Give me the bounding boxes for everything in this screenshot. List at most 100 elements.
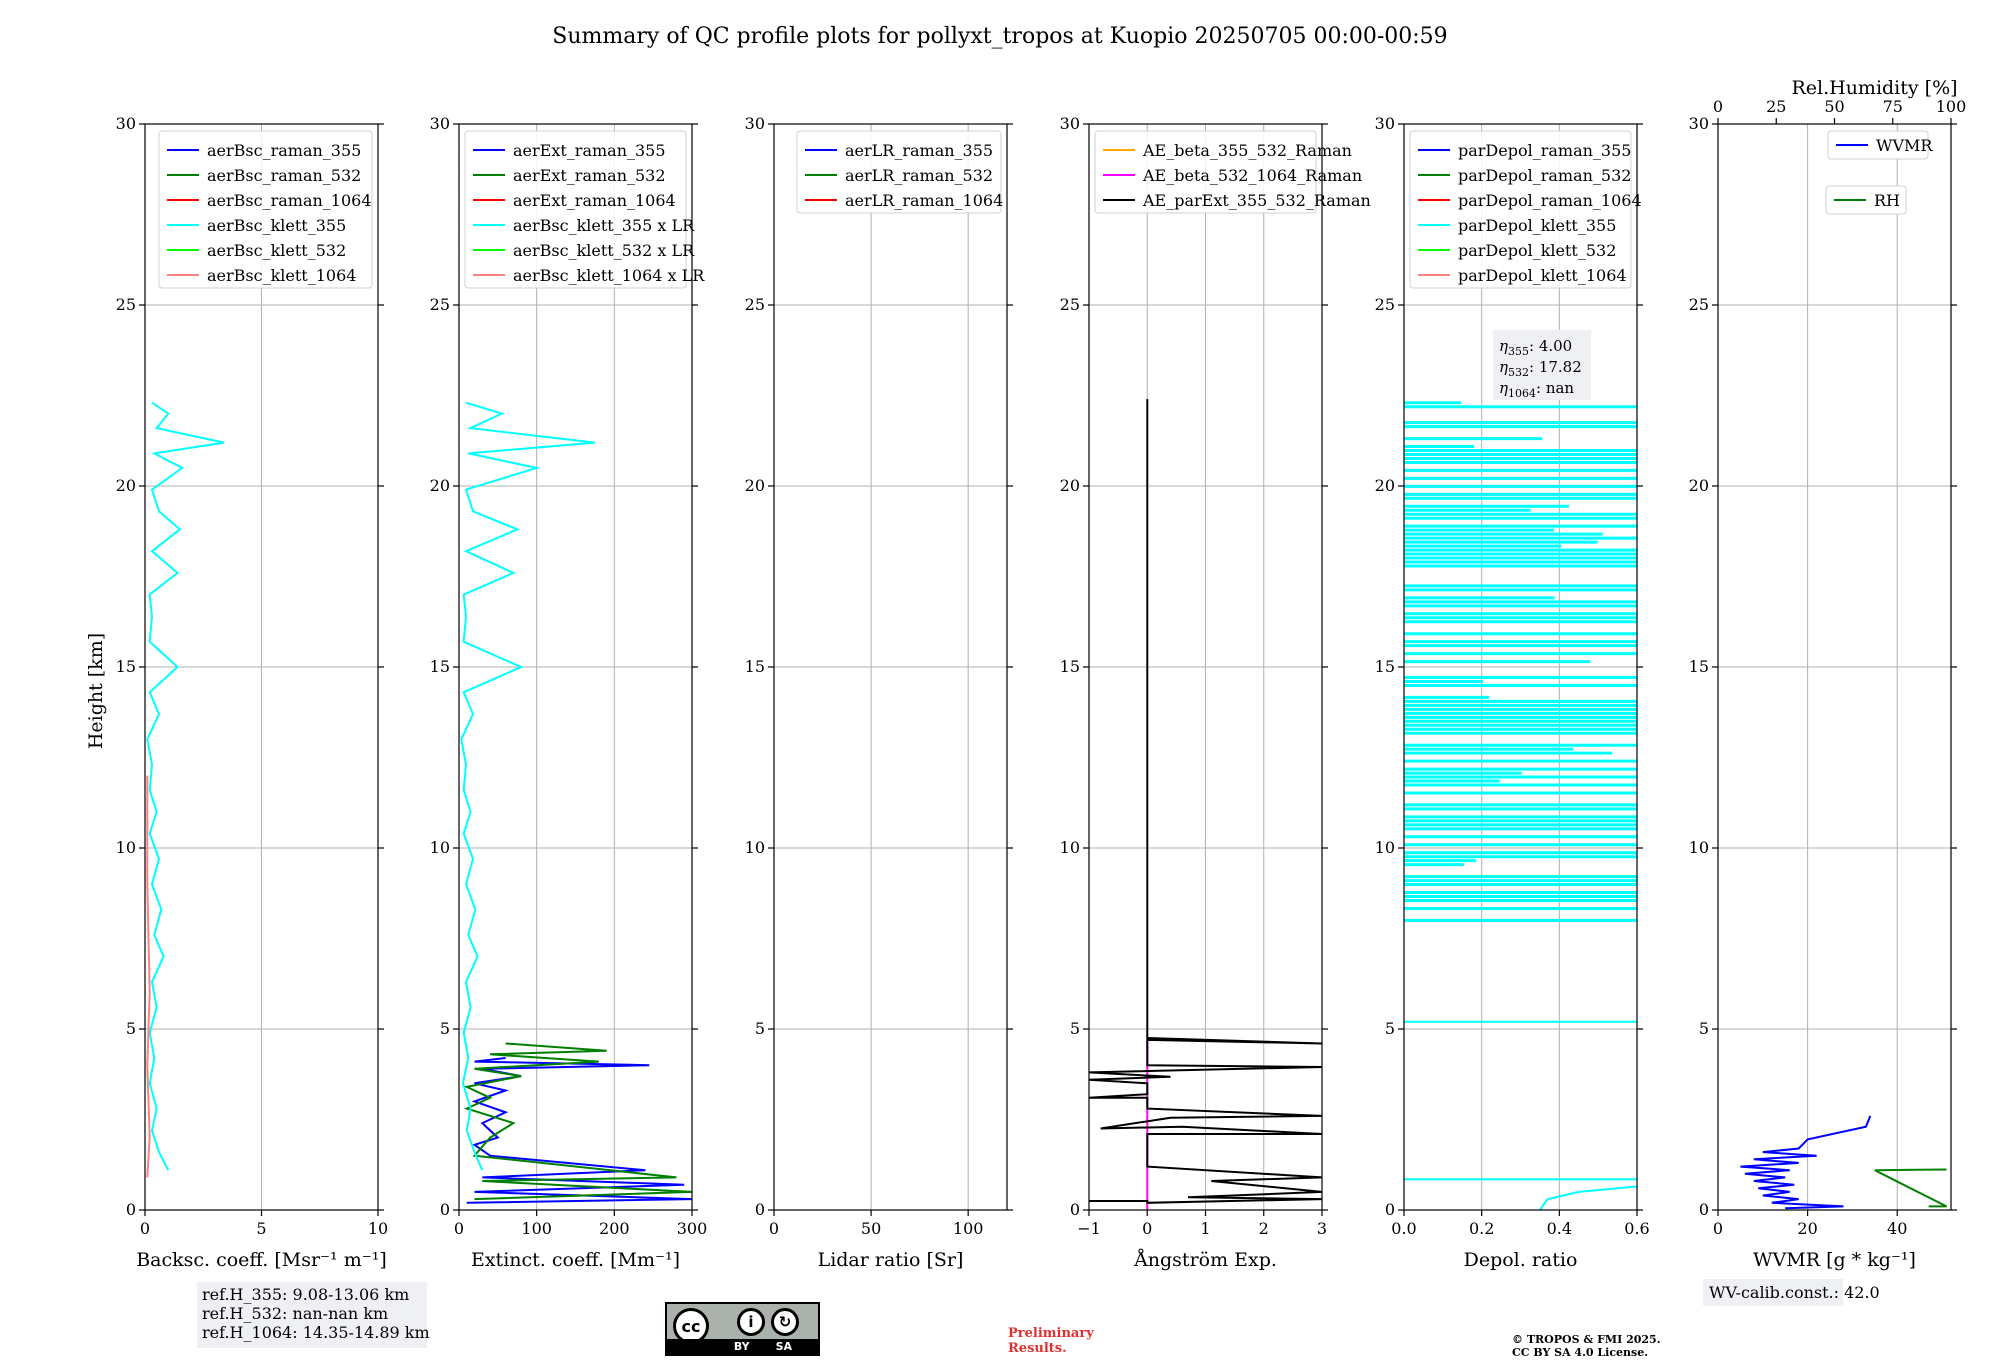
legend-box bbox=[158, 130, 373, 289]
y-tick-label: 5 bbox=[1385, 1019, 1395, 1038]
y-tick-label: 15 bbox=[116, 657, 136, 676]
series-line-aerbsc-klett-1064 bbox=[146, 775, 151, 1178]
cc-license-badge: cc i ↻ BY SA bbox=[665, 1302, 820, 1356]
attribution-person-icon: i bbox=[737, 1308, 765, 1336]
top-tick-label: 100 bbox=[1936, 97, 1967, 116]
y-tick-label: 5 bbox=[440, 1019, 450, 1038]
legend-entry: aerBsc_klett_355 bbox=[207, 216, 346, 235]
top-tick-label: 50 bbox=[1824, 97, 1844, 116]
legend-box bbox=[1827, 130, 1929, 160]
legend-entry: parDepol_klett_532 bbox=[1458, 241, 1616, 260]
legend: AE_beta_355_532_Raman AE_beta_532_1064_Ra… bbox=[1094, 130, 1371, 214]
x-tick-label: 40 bbox=[1887, 1219, 1907, 1238]
y-tick-label: 20 bbox=[1689, 476, 1709, 495]
y-tick-label: 0 bbox=[440, 1200, 450, 1219]
y-tick-label: 25 bbox=[116, 295, 136, 314]
reference-height-line: ref.H_1064: 14.35-14.89 km bbox=[202, 1323, 430, 1342]
y-tick-label: 20 bbox=[1375, 476, 1395, 495]
x-tick-label: 0.0 bbox=[1391, 1219, 1416, 1238]
legend-entry: aerBsc_raman_532 bbox=[207, 166, 361, 185]
legend-entry: AE_beta_355_532_Raman bbox=[1142, 141, 1352, 160]
legend-entry: aerBsc_raman_355 bbox=[207, 141, 361, 160]
x-tick-label: 0.6 bbox=[1624, 1219, 1649, 1238]
legend-entry: aerExt_raman_1064 bbox=[513, 191, 676, 210]
top-axis-label: Rel.Humidity [%] bbox=[1791, 77, 1957, 99]
legend-entry: aerBsc_raman_1064 bbox=[207, 191, 372, 210]
x-tick-label: 0 bbox=[769, 1219, 779, 1238]
legend-entry: WVMR bbox=[1876, 136, 1933, 155]
copyright-line-2: CC BY SA 4.0 License. bbox=[1512, 1346, 1649, 1359]
y-tick-label: 15 bbox=[1375, 657, 1395, 676]
x-tick-label: 300 bbox=[677, 1219, 708, 1238]
copyright-line-1: © TROPOS & FMI 2025. bbox=[1512, 1333, 1661, 1346]
legend-entry: parDepol_raman_532 bbox=[1458, 166, 1631, 185]
y-tick-label: 30 bbox=[1060, 114, 1080, 133]
height-axis-label: Height [km] bbox=[85, 633, 107, 749]
legend: aerLR_raman_355 aerLR_raman_532 aerLR_rama… bbox=[796, 130, 1003, 214]
legend-box bbox=[796, 130, 1002, 214]
y-tick-label: 25 bbox=[430, 295, 450, 314]
y-tick-label: 15 bbox=[1060, 657, 1080, 676]
y-tick-label: 5 bbox=[1699, 1019, 1709, 1038]
figure-title: Summary of QC profile plots for pollyxt_… bbox=[552, 24, 1447, 49]
legend-entry: parDepol_raman_1064 bbox=[1458, 191, 1642, 210]
y-tick-label: 25 bbox=[745, 295, 765, 314]
x-tick-label: 1 bbox=[1200, 1219, 1210, 1238]
y-tick-label: 30 bbox=[116, 114, 136, 133]
y-tick-label: 10 bbox=[1060, 838, 1080, 857]
legend-entry: AE_beta_532_1064_Raman bbox=[1142, 166, 1362, 185]
x-tick-label: −1 bbox=[1077, 1219, 1101, 1238]
cc-by-label: BY bbox=[733, 1340, 750, 1353]
legend-entry: aerLR_raman_532 bbox=[845, 166, 993, 185]
y-tick-label: 30 bbox=[745, 114, 765, 133]
series-line-aerbsc-klett-355-x-lr bbox=[460, 401, 596, 1171]
legend: aerExt_raman_355 aerExt_raman_532 aerExt_r… bbox=[464, 130, 705, 289]
series-group bbox=[1404, 401, 1637, 1210]
y-tick-label: 20 bbox=[745, 476, 765, 495]
legend: parDepol_raman_355 parDepol_raman_532 parD… bbox=[1409, 130, 1642, 289]
y-tick-label: 5 bbox=[126, 1019, 136, 1038]
x-tick-label: 0 bbox=[140, 1219, 150, 1238]
annotation-bg bbox=[1703, 1279, 1843, 1306]
legend-entry: aerBsc_klett_532 x LR bbox=[513, 241, 695, 260]
y-tick-label: 15 bbox=[745, 657, 765, 676]
legend-box bbox=[1409, 130, 1632, 289]
top-tick-label: 75 bbox=[1883, 97, 1903, 116]
y-tick-label: 10 bbox=[430, 838, 450, 857]
legend-entry: RH bbox=[1874, 191, 1900, 210]
legend-entry: aerBsc_klett_1064 bbox=[207, 266, 356, 285]
reference-height-line: ref.H_532: nan-nan km bbox=[202, 1304, 388, 1323]
y-tick-label: 5 bbox=[755, 1019, 765, 1038]
y-tick-label: 10 bbox=[1689, 838, 1709, 857]
series-line-aerbsc-klett-355 bbox=[146, 401, 225, 1171]
legend-box bbox=[464, 130, 687, 289]
x-axis-label: Lidar ratio [Sr] bbox=[818, 1249, 964, 1271]
series-line-aerext-raman-532 bbox=[463, 1042, 692, 1201]
wv-calib-const: WV-calib.const.: 42.0 bbox=[1709, 1283, 1880, 1302]
annotation-bg bbox=[197, 1282, 427, 1348]
y-tick-label: 25 bbox=[1689, 295, 1709, 314]
x-tick-label: 200 bbox=[599, 1219, 630, 1238]
series-group bbox=[460, 401, 692, 1204]
x-tick-label: 5 bbox=[256, 1219, 266, 1238]
legend-entry: parDepol_raman_355 bbox=[1458, 141, 1631, 160]
y-tick-label: 25 bbox=[1375, 295, 1395, 314]
series-line-wvmr bbox=[1740, 1115, 1872, 1210]
share-alike-icon: ↻ bbox=[771, 1308, 799, 1336]
series-group bbox=[1740, 1115, 1947, 1210]
legend-entry: AE_parExt_355_532_Raman bbox=[1142, 191, 1371, 210]
x-axis-label: Depol. ratio bbox=[1464, 1249, 1578, 1271]
y-tick-label: 5 bbox=[1070, 1019, 1080, 1038]
chart-panel-5: 0 5 10 15 20 25 30 0.0 0.2 0.4 0.6 Depol. ratio parD… bbox=[1375, 114, 1650, 1271]
x-tick-label: 2 bbox=[1259, 1219, 1269, 1238]
series-line-pardepol-klett-355 bbox=[1539, 1185, 1637, 1210]
y-tick-label: 25 bbox=[1060, 295, 1080, 314]
x-axis-label: Backsc. coeff. [Msr⁻¹ m⁻¹] bbox=[136, 1249, 387, 1271]
wv-calib-box: WV-calib.const.: 42.0 bbox=[1703, 1279, 1880, 1306]
legend-entry: parDepol_klett_355 bbox=[1458, 216, 1616, 235]
